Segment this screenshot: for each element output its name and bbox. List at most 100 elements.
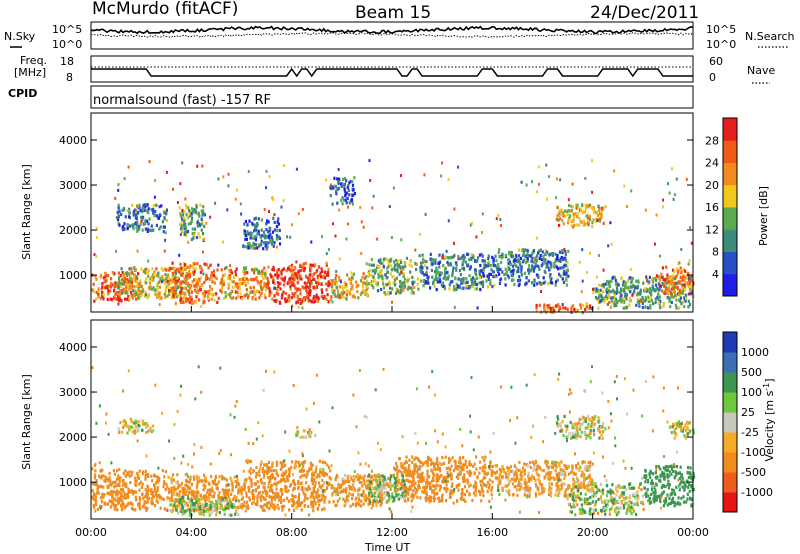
- power-cell: [249, 236, 252, 240]
- velocity-cell: [271, 461, 274, 465]
- power-cell: [422, 284, 425, 288]
- velocity-cell: [236, 506, 239, 510]
- power-cell: [326, 293, 329, 297]
- power-cell: [351, 286, 354, 291]
- power-cell: [610, 296, 613, 300]
- power-cell: [480, 269, 483, 273]
- power-cell: [260, 291, 263, 295]
- power-cell: [182, 280, 185, 284]
- velocity-cell: [464, 462, 467, 467]
- velocity-cell: [214, 474, 217, 478]
- power-cell: [513, 282, 516, 287]
- power-cell: [139, 222, 142, 226]
- velocity-cell: [404, 470, 407, 474]
- power-cell: [271, 276, 274, 280]
- velocity-cell: [349, 477, 352, 481]
- power-cell: [200, 228, 203, 232]
- power-cell: [155, 274, 158, 278]
- power-cell: [257, 229, 260, 233]
- power-cell: [210, 273, 213, 277]
- power-cell: [452, 266, 455, 270]
- velocity-cell: [213, 480, 216, 484]
- power-cell: [268, 293, 271, 298]
- power-cell: [583, 219, 586, 223]
- velocity-cell: [101, 492, 104, 496]
- power-cell: [570, 305, 573, 309]
- velocity-cell: [424, 496, 427, 500]
- velocity-cell: [312, 473, 315, 477]
- power-cell: [277, 235, 281, 239]
- power-cell: [297, 271, 300, 275]
- velocity-cell: [319, 467, 322, 472]
- power-scatter-cell: [578, 260, 581, 264]
- velocity-cell: [449, 468, 452, 472]
- velocity-cell: [419, 466, 422, 470]
- power-cell: [125, 287, 128, 291]
- power-cell: [136, 296, 140, 300]
- power-scatter-cell: [360, 220, 363, 224]
- velocity-cell: [287, 489, 290, 493]
- velocity-cell: [127, 487, 130, 491]
- power-cell: [188, 212, 191, 216]
- velocity-cell: [490, 469, 493, 473]
- power-cell: [665, 277, 668, 281]
- power-cell: [243, 279, 246, 284]
- power-cell: [234, 282, 237, 286]
- power-cell: [182, 266, 185, 270]
- velocity-cell: [118, 490, 121, 494]
- power-cell: [657, 282, 660, 286]
- velocity-cell: [408, 480, 411, 484]
- velocity-cell: [550, 482, 554, 486]
- power-cell: [151, 228, 154, 232]
- power-cell: [507, 266, 510, 270]
- velocity-cell: [335, 475, 338, 479]
- velocity-cell: [364, 499, 367, 503]
- power-cell: [589, 203, 592, 207]
- power-scatter-cell: [275, 245, 278, 249]
- power-cell: [671, 268, 675, 272]
- velocity-cell: [438, 499, 441, 503]
- power-cell: [117, 286, 120, 290]
- velocity-cell: [116, 469, 119, 473]
- velocity-cell: [184, 492, 187, 496]
- velocity-cell: [247, 486, 250, 490]
- power-cell: [127, 281, 130, 285]
- power-cell: [309, 268, 312, 273]
- power-scatter-cell: [283, 164, 285, 167]
- velocity-cell: [144, 506, 147, 510]
- power-cell: [473, 282, 476, 286]
- power-cell: [307, 285, 311, 290]
- velocity-cell: [443, 487, 446, 491]
- power-cell: [193, 278, 196, 282]
- velocity-cell: [190, 493, 194, 497]
- power-cell: [94, 274, 97, 278]
- power-cell: [137, 282, 140, 286]
- velocity-cell: [314, 502, 317, 506]
- velocity-cell: [363, 496, 366, 500]
- power-cell: [270, 235, 273, 239]
- power-cell: [448, 283, 451, 287]
- power-cell: [253, 271, 256, 275]
- power-cell: [470, 252, 473, 257]
- power-cell: [429, 286, 432, 290]
- power-cell: [387, 261, 390, 265]
- power-cell: [175, 295, 178, 299]
- velocity-cell: [590, 480, 593, 484]
- velocity-cell: [516, 488, 519, 492]
- power-cell: [129, 291, 133, 295]
- power-cell: [492, 262, 495, 266]
- velocity-cell: [172, 473, 175, 477]
- velocity-cell: [512, 478, 515, 482]
- power-scatter-cell: [115, 291, 118, 294]
- power-scatter-cell: [391, 300, 393, 304]
- power-cell: [678, 281, 681, 286]
- velocity-cell: [307, 504, 310, 508]
- power-cell: [119, 274, 122, 278]
- velocity-cell: [334, 478, 337, 482]
- velocity-cell: [480, 499, 483, 503]
- velocity-cell: [279, 467, 282, 471]
- power-scatter-cell: [567, 198, 570, 202]
- power-cell: [546, 309, 549, 313]
- velocity-cell: [447, 466, 450, 470]
- power-cell: [447, 263, 450, 267]
